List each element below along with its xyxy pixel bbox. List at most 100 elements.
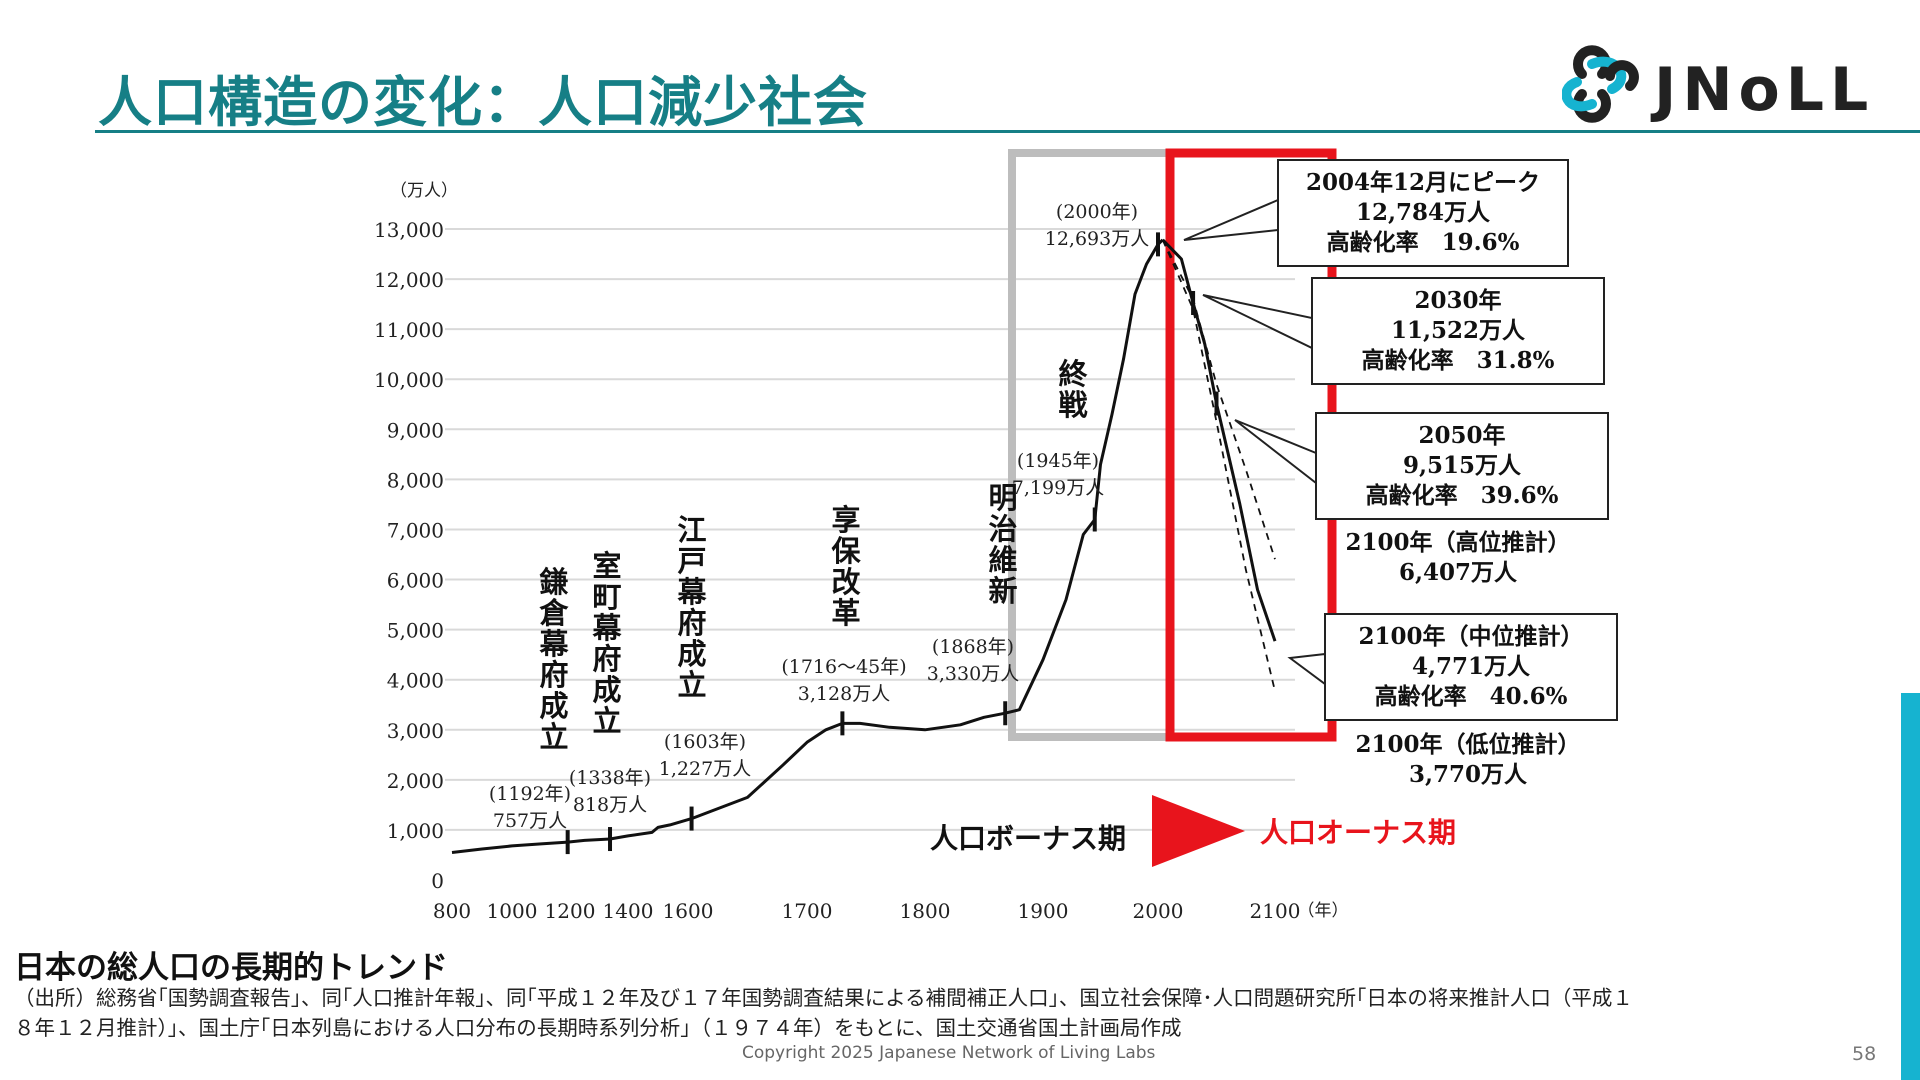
high-projection-text: 6,407万人 xyxy=(1399,559,1518,586)
period-arrow-icon xyxy=(1152,795,1245,867)
x-tick-label: 2000 xyxy=(1133,899,1184,923)
high-projection-text: 2100年（高位推計） xyxy=(1345,529,1570,556)
event-label-char: 立 xyxy=(539,720,568,754)
historical-population-line xyxy=(451,238,1164,854)
callout-box xyxy=(1311,277,1605,385)
copyright-text: Copyright 2025 Japanese Network of Livin… xyxy=(742,1043,1156,1063)
event-year-label: (2000年) xyxy=(1056,201,1138,223)
bonus-period-label: 人口ボーナス期 xyxy=(930,822,1126,855)
y-tick-label: 2,000 xyxy=(387,769,444,793)
event-label-char: 鎌 xyxy=(539,565,568,599)
event-year-label: (1868年) xyxy=(932,636,1014,658)
callout-box xyxy=(1324,613,1618,721)
event-label-char: 終 xyxy=(1058,357,1088,391)
source-note-line-2: ８年１２月推計）｣、国土庁｢日本列島における人口分布の長期時系列分析｣（１９７４… xyxy=(14,1016,1182,1040)
event-year-label: (1192年) xyxy=(489,783,571,805)
event-value-label: 818万人 xyxy=(573,794,647,816)
title-divider xyxy=(95,130,1920,133)
event-label-char: 町 xyxy=(592,580,621,614)
event-year-label: (1603年) xyxy=(664,731,746,753)
event-label-char: 明 xyxy=(988,481,1017,515)
x-tick-label: 1600 xyxy=(663,899,714,923)
callout-text: 12,784万人 xyxy=(1356,199,1491,226)
y-tick-label: 9,000 xyxy=(387,418,444,442)
callout-text: 2100年（中位推計） xyxy=(1358,623,1583,650)
event-value-label: 3,330万人 xyxy=(927,663,1019,685)
event-year-label: (1716～45年) xyxy=(781,656,906,678)
y-axis-unit-label: （万人） xyxy=(390,181,458,201)
event-label-char: 成 xyxy=(539,689,568,723)
callout-text: 9,515万人 xyxy=(1403,452,1522,479)
event-label-char: 享 xyxy=(831,503,860,537)
callout-text: 4,771万人 xyxy=(1412,653,1531,680)
callout-box xyxy=(1315,412,1609,520)
callout-text: 11,522万人 xyxy=(1391,317,1526,344)
event-label-char: 新 xyxy=(988,574,1017,608)
onus-period-label: 人口オーナス期 xyxy=(1260,816,1456,849)
link-knot-icon xyxy=(1562,45,1639,123)
event-label-char: 成 xyxy=(592,673,621,707)
y-tick-label: 1,000 xyxy=(387,819,444,843)
callout-pointer xyxy=(1183,198,1279,241)
low-projection-text: 2100年（低位推計） xyxy=(1355,731,1580,758)
event-label-char: 革 xyxy=(831,596,860,630)
callout-text: 2050年 xyxy=(1418,422,1505,449)
callout-pointer xyxy=(1287,652,1326,686)
callout-text: 高齢化率 40.6% xyxy=(1375,683,1568,710)
accent-bar xyxy=(1901,693,1920,1080)
event-label-char: 立 xyxy=(677,668,706,702)
x-tick-label: 1000 xyxy=(487,899,538,923)
event-label-char: 戸 xyxy=(677,544,706,578)
x-tick-label: 1800 xyxy=(900,899,951,923)
event-value-label: 12,693万人 xyxy=(1045,228,1149,250)
event-label-char: 改 xyxy=(831,565,860,599)
high-projection-line xyxy=(1161,239,1276,560)
event-label-char: 室 xyxy=(592,549,621,583)
x-tick-label: 1200 xyxy=(545,899,596,923)
callout-text: 2030年 xyxy=(1414,287,1501,314)
page-number: 58 xyxy=(1852,1043,1877,1065)
event-value-label: 3,128万人 xyxy=(798,683,890,705)
y-tick-label: 7,000 xyxy=(387,518,444,542)
event-label-char: 江 xyxy=(677,513,706,547)
event-label-char: 府 xyxy=(539,658,568,692)
source-note: （出所）総務省｢国勢調査報告｣、同｢人口推計年報｣、同｢平成１２年及び１７年国勢… xyxy=(14,983,1894,1043)
callout-text: 高齢化率 31.8% xyxy=(1362,347,1555,374)
logo-text: JNoLL xyxy=(1650,55,1874,124)
y-tick-label: 6,000 xyxy=(387,569,444,593)
event-value-label: 7,199万人 xyxy=(1012,477,1104,499)
event-label-char: 幕 xyxy=(591,611,622,645)
y-tick-label: 11,000 xyxy=(374,318,444,342)
x-tick-label: 800 xyxy=(433,899,471,923)
chart-caption-title: 日本の総人口の長期的トレンド xyxy=(14,950,448,986)
y-tick-label: 13,000 xyxy=(374,218,444,242)
event-year-label: (1338年) xyxy=(569,767,651,789)
y-tick-label: 0 xyxy=(431,869,444,893)
event-label-char: 立 xyxy=(592,704,621,738)
event-value-label: 1,227万人 xyxy=(659,758,751,780)
y-tick-label: 12,000 xyxy=(374,268,444,292)
callout-pointer xyxy=(1202,294,1313,350)
event-label-char: 幕 xyxy=(676,575,707,609)
low-projection-line xyxy=(1161,239,1276,692)
callout-box xyxy=(1277,159,1569,267)
low-projection-text: 3,770万人 xyxy=(1409,761,1528,788)
event-label-char: 府 xyxy=(677,606,706,640)
y-tick-label: 4,000 xyxy=(387,669,444,693)
callout-text: 高齢化率 19.6% xyxy=(1327,229,1520,256)
event-year-label: (1945年) xyxy=(1017,450,1099,472)
event-label-char: 府 xyxy=(592,642,621,676)
event-label-char: 保 xyxy=(830,534,861,568)
x-tick-label: 1400 xyxy=(603,899,654,923)
x-tick-label: 1900 xyxy=(1018,899,1069,923)
event-label-char: 戦 xyxy=(1058,388,1087,422)
y-tick-label: 10,000 xyxy=(374,368,444,392)
source-note-line-1: （出所）総務省｢国勢調査報告｣、同｢人口推計年報｣、同｢平成１２年及び１７年国勢… xyxy=(14,986,1633,1010)
x-tick-label: 2100 xyxy=(1250,899,1301,923)
jnoll-logo: JNoLL xyxy=(1562,45,1874,124)
y-tick-label: 8,000 xyxy=(387,468,444,492)
medium-projection-line xyxy=(1161,238,1277,642)
event-value-label: 757万人 xyxy=(493,810,567,832)
y-tick-label: 3,000 xyxy=(387,719,444,743)
